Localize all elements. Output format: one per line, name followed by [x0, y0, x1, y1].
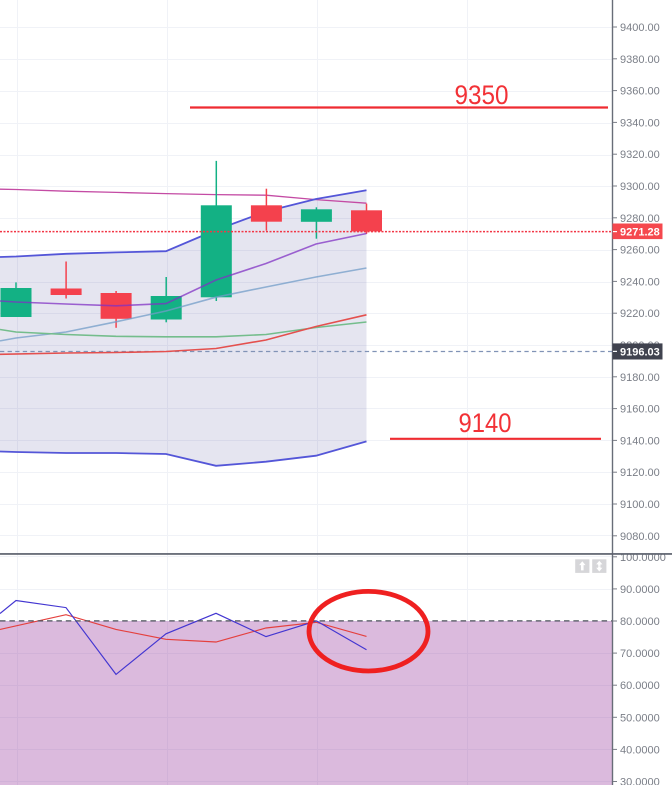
svg-text:9350: 9350: [455, 80, 509, 110]
svg-text:50.0000: 50.0000: [620, 712, 660, 724]
svg-text:9300.00: 9300.00: [620, 181, 660, 193]
svg-text:9380.00: 9380.00: [620, 54, 660, 66]
svg-text:9271.28: 9271.28: [620, 227, 660, 239]
svg-text:9080.00: 9080.00: [620, 531, 660, 543]
svg-text:90.0000: 90.0000: [620, 584, 660, 596]
svg-text:9360.00: 9360.00: [620, 86, 660, 98]
svg-text:9140: 9140: [459, 408, 512, 438]
svg-text:40.0000: 40.0000: [620, 744, 660, 756]
svg-text:9240.00: 9240.00: [620, 276, 660, 288]
svg-text:9280.00: 9280.00: [620, 213, 660, 225]
svg-text:9220.00: 9220.00: [620, 308, 660, 320]
svg-text:9320.00: 9320.00: [620, 149, 660, 161]
svg-text:60.0000: 60.0000: [620, 680, 660, 692]
svg-text:9140.00: 9140.00: [620, 435, 660, 447]
svg-text:9340.00: 9340.00: [620, 117, 660, 129]
svg-text:9180.00: 9180.00: [620, 372, 660, 384]
svg-text:30.0000: 30.0000: [620, 777, 660, 785]
svg-text:9260.00: 9260.00: [620, 245, 660, 257]
svg-text:80.0000: 80.0000: [620, 616, 660, 628]
svg-text:9120.00: 9120.00: [620, 467, 660, 479]
svg-text:9196.03: 9196.03: [620, 347, 660, 359]
svg-text:9100.00: 9100.00: [620, 499, 660, 511]
svg-text:9160.00: 9160.00: [620, 404, 660, 416]
svg-text:9400.00: 9400.00: [620, 22, 660, 34]
svg-text:70.0000: 70.0000: [620, 648, 660, 660]
